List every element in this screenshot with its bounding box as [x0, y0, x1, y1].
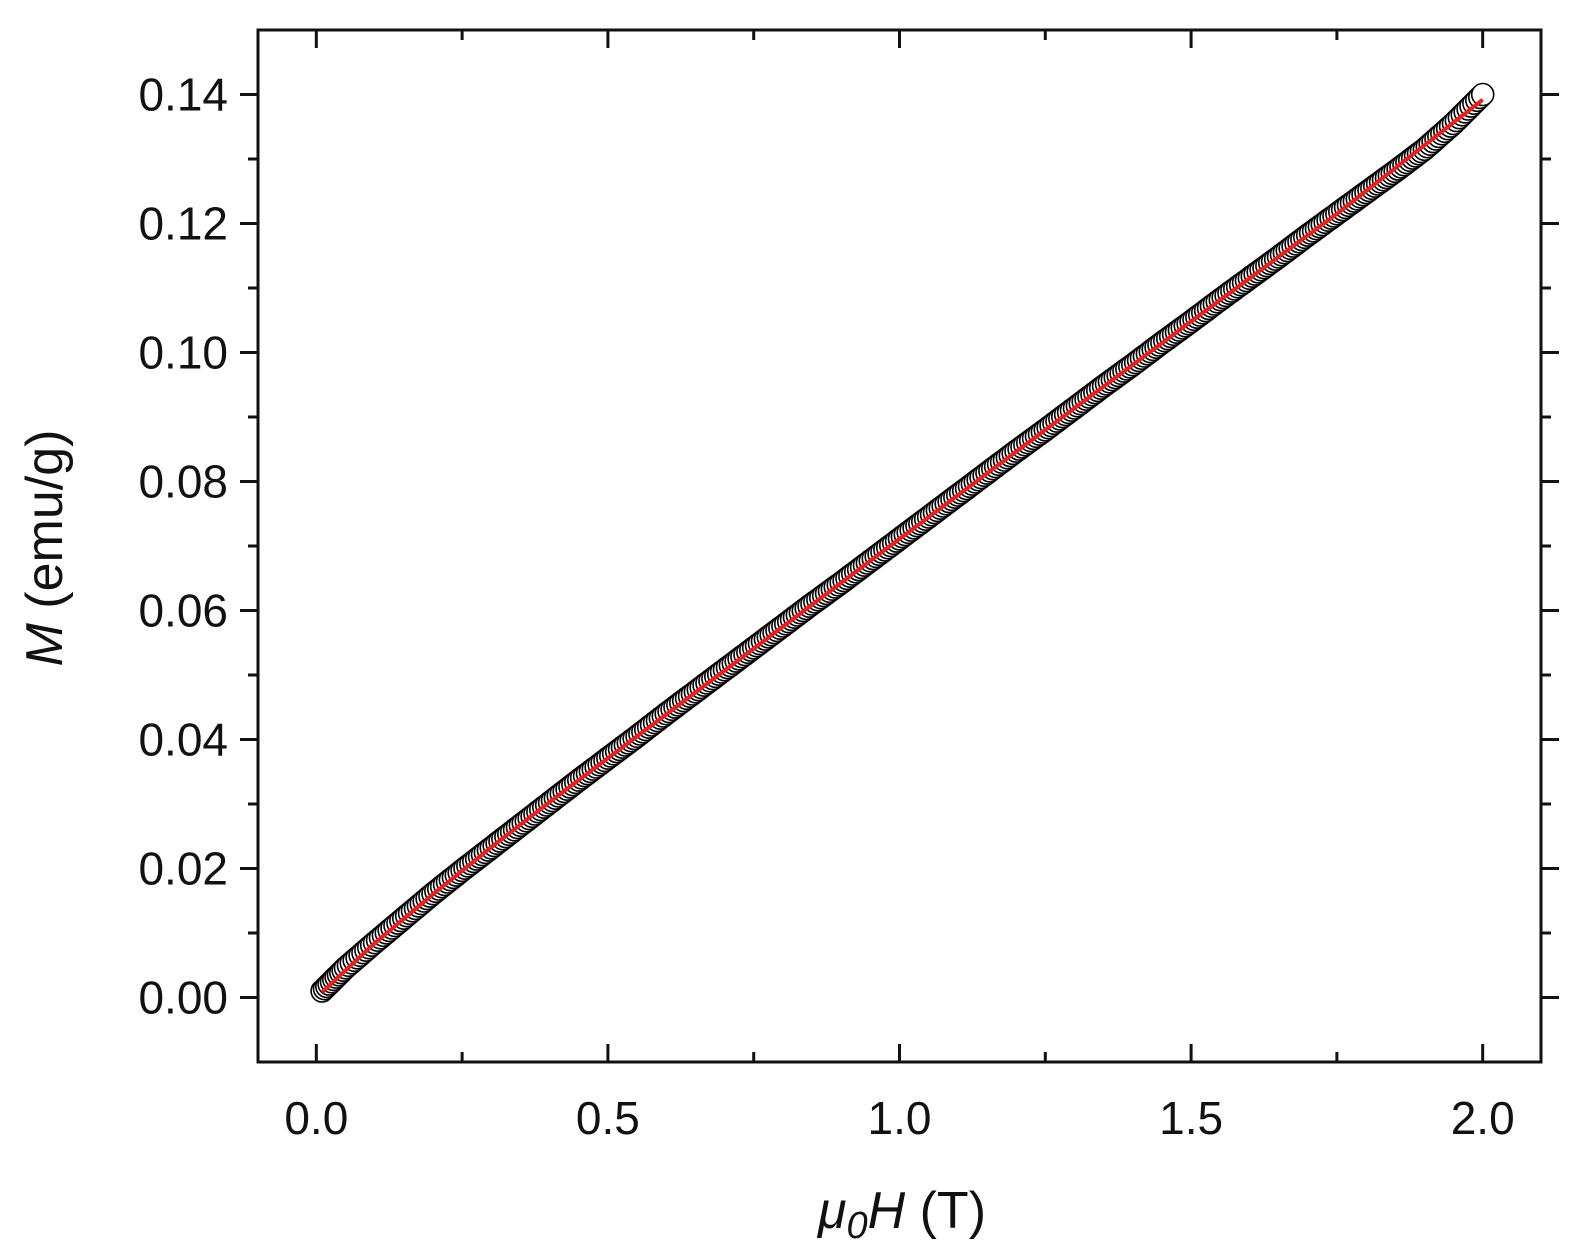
y-axis-title: M (emu/g)	[16, 430, 74, 667]
x-axis-subscript: 0	[846, 1205, 867, 1247]
x-tick-label: 0.0	[284, 1092, 348, 1144]
data-markers	[310, 82, 1495, 1003]
x-axis-unit: (T)	[905, 1182, 986, 1240]
tick-labels: 0.0 0.5 1.0 1.5 2.0 0.00 0.02 0.04 0.06 0.08 0.10 0…	[138, 69, 1514, 1145]
x-axis-symbol: μ	[816, 1182, 847, 1240]
x-tick-label: 2.0	[1451, 1092, 1515, 1144]
y-tick-label: 0.12	[138, 198, 228, 250]
x-tick-label: 1.5	[1159, 1092, 1223, 1144]
y-tick-label: 0.08	[138, 456, 228, 508]
y-tick-label: 0.14	[138, 69, 228, 121]
y-axis-unit: (emu/g)	[16, 430, 74, 624]
x-axis-variable: H	[868, 1182, 906, 1240]
data-point	[1470, 82, 1495, 107]
y-tick-label: 0.06	[138, 585, 228, 637]
y-axis-variable: M	[16, 622, 74, 666]
fit-line	[320, 98, 1484, 994]
y-tick-label: 0.02	[138, 843, 228, 895]
fit-line-layer	[320, 98, 1484, 994]
y-tick-label: 0.00	[138, 972, 228, 1024]
x-tick-label: 1.0	[868, 1092, 932, 1144]
x-tick-label: 0.5	[576, 1092, 640, 1144]
x-axis-title: μ0H (T)	[816, 1182, 986, 1247]
y-tick-label: 0.10	[138, 327, 228, 379]
axis-ticks	[240, 30, 1559, 1062]
y-tick-label: 0.04	[138, 714, 228, 766]
